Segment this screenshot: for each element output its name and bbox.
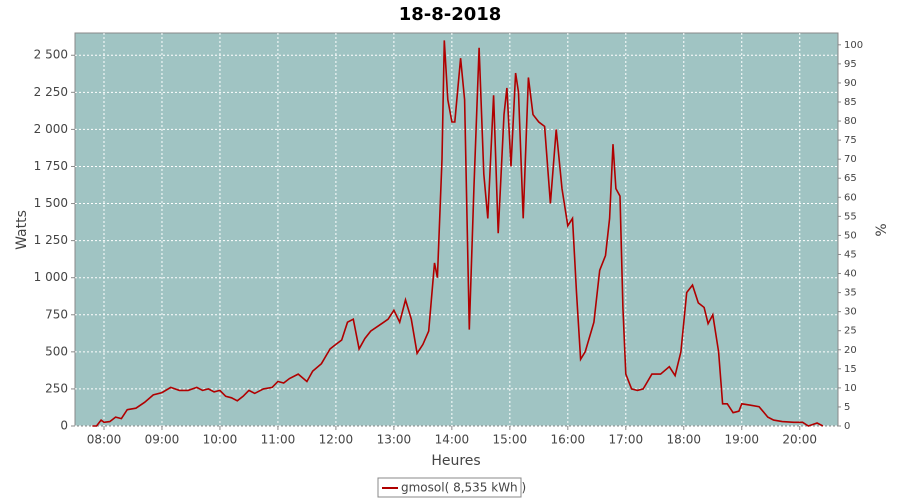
legend-label: gmosol( 8,535 kWh ): [401, 481, 526, 495]
y2-tick-label: 55: [844, 211, 857, 222]
y-tick-label: 750: [45, 307, 68, 321]
y-tick-label: 2 500: [34, 48, 68, 62]
y2-tick-label: 95: [844, 59, 857, 70]
y2-tick-label: 85: [844, 97, 857, 108]
x-tick-label: 08:00: [87, 433, 122, 447]
legend-box: [377, 477, 522, 498]
y2-tick-label: 50: [844, 230, 857, 241]
y2-tick-label: 60: [844, 192, 857, 203]
y-tick-label: 250: [45, 381, 68, 395]
y2-tick-label: 10: [844, 383, 857, 394]
y-tick-label: 2 000: [34, 122, 68, 136]
y-axis-label: Watts: [14, 210, 30, 250]
y-tick-label: 2 250: [34, 85, 68, 99]
y2-tick-label: 100: [844, 40, 863, 51]
x-tick-label: 17:00: [609, 433, 644, 447]
y-tick-label: 1 000: [34, 270, 68, 284]
y2-tick-label: 30: [844, 307, 857, 318]
x-tick-label: 18:00: [666, 433, 701, 447]
y2-tick-label: 45: [844, 249, 857, 260]
x-axis-label: Heures: [431, 453, 480, 469]
y-tick-label: 1 250: [34, 233, 68, 247]
y2-tick-label: 90: [844, 78, 857, 89]
x-tick-label: 13:00: [377, 433, 412, 447]
y2-tick-label: 20: [844, 345, 857, 356]
x-tick-label: 19:00: [724, 433, 759, 447]
y2-tick-label: 5: [844, 402, 850, 413]
x-tick-label: 09:00: [145, 433, 180, 447]
x-tick-label: 16:00: [551, 433, 586, 447]
y2-tick-label: 25: [844, 326, 857, 337]
x-tick-label: 11:00: [261, 433, 296, 447]
y2-tick-label: 35: [844, 288, 857, 299]
x-tick-label: 10:00: [203, 433, 238, 447]
y2-tick-label: 0: [844, 421, 850, 432]
y-tick-label: 1 500: [34, 196, 68, 210]
x-tick-label: 15:00: [493, 433, 528, 447]
data-line: [92, 40, 824, 427]
y2-tick-label: 75: [844, 135, 857, 146]
y2-tick-label: 80: [844, 116, 857, 127]
y-tick-label: 500: [45, 344, 68, 358]
chart-title: 18-8-2018: [399, 4, 502, 25]
x-tick-label: 12:00: [319, 433, 354, 447]
y2-tick-label: 70: [844, 154, 857, 165]
y-tick-label: 1 750: [34, 159, 68, 173]
y2-tick-label: 65: [844, 173, 857, 184]
x-tick-label: 14:00: [435, 433, 470, 447]
y2-tick-label: 40: [844, 269, 857, 280]
x-tick-label: 20:00: [782, 433, 817, 447]
y2-tick-label: 15: [844, 364, 857, 375]
y2-axis-label: %: [874, 223, 890, 236]
y-tick-label: 0: [60, 419, 68, 433]
